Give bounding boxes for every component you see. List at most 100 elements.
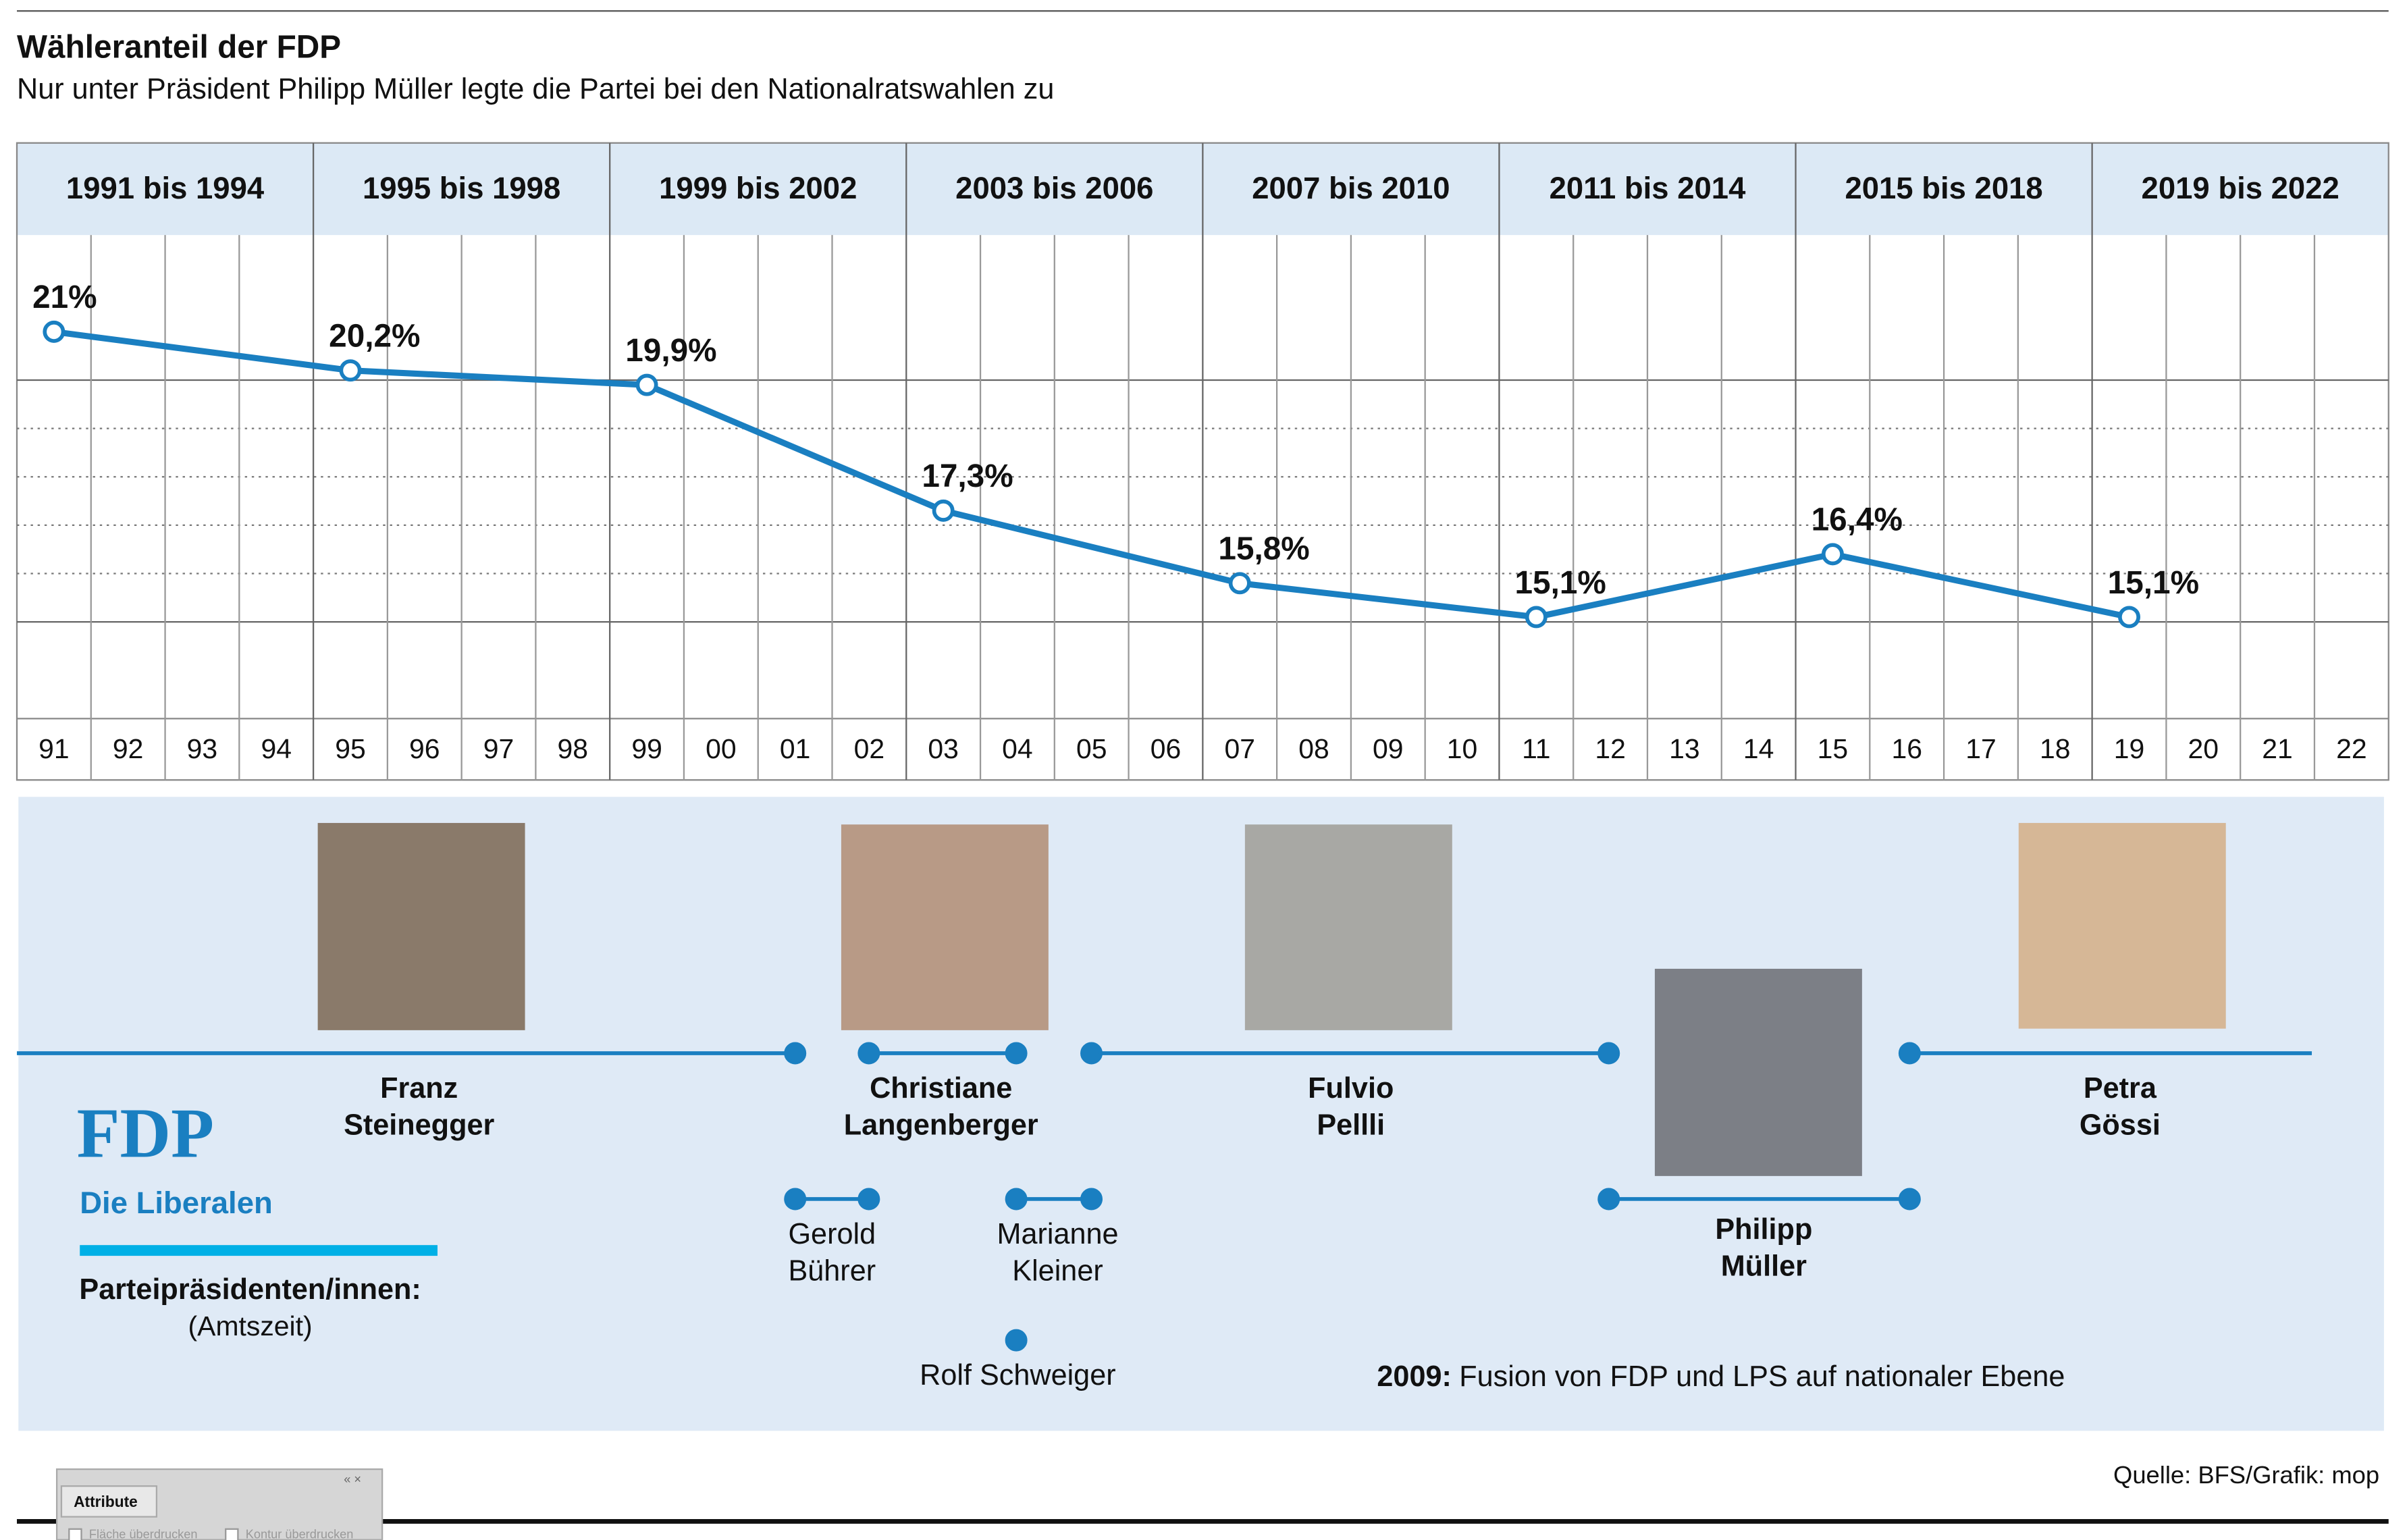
x-tick-label: 21 — [2262, 733, 2293, 764]
x-tick-label: 20 — [2188, 733, 2219, 764]
data-label: 19,9% — [625, 333, 716, 369]
overlay-tab-label[interactable]: Attribute — [74, 1493, 138, 1510]
x-tick-label: 19 — [2114, 733, 2145, 764]
series-line — [53, 328, 2130, 620]
checkbox[interactable] — [68, 1528, 82, 1540]
president-name: Philipp — [1715, 1213, 1812, 1246]
chart-title: Wähleranteil der FDP — [17, 30, 341, 65]
data-label: 15,8% — [1218, 531, 1309, 567]
data-point — [932, 499, 955, 522]
data-point — [1525, 606, 1548, 629]
president-name: Fulvio — [1308, 1072, 1394, 1105]
tenure-dot — [857, 1042, 880, 1065]
checkbox-label[interactable]: Fläche überdrucken — [89, 1528, 198, 1540]
x-tick-label: 96 — [409, 733, 440, 764]
president-name: Steinegger — [344, 1109, 494, 1142]
data-label: 16,4% — [1811, 502, 1903, 538]
x-tick-label: 10 — [1447, 733, 1478, 764]
overlay-controls[interactable]: « × — [344, 1472, 361, 1486]
photo — [317, 822, 525, 1030]
president-name: Gerold — [788, 1218, 876, 1250]
data-point — [635, 373, 658, 396]
data-point — [1821, 543, 1844, 566]
x-tick-label: 04 — [1002, 733, 1033, 764]
x-tick-label: 94 — [261, 733, 292, 764]
data-label: 15,1% — [1515, 565, 1606, 601]
x-tick-label: 16 — [1891, 733, 1922, 764]
data-label: 17,3% — [922, 458, 1013, 494]
x-tick-label: 99 — [631, 733, 662, 764]
photos — [317, 822, 2226, 1176]
x-tick-label: 07 — [1224, 733, 1255, 764]
logo-tagline: Die Liberalen — [80, 1186, 273, 1220]
source: Quelle: BFS/Grafik: mop — [2113, 1461, 2379, 1489]
note-text: Fusion von FDP und LPS auf nationaler Eb… — [1459, 1360, 2065, 1393]
president-name: Kleiner — [1012, 1255, 1103, 1287]
x-tick-label: 15 — [1818, 733, 1849, 764]
data-point — [339, 359, 362, 382]
chart-subtitle: Nur unter Präsident Philipp Müller legte… — [17, 73, 1054, 105]
data-point — [43, 320, 65, 343]
x-tick-label: 18 — [2040, 733, 2071, 764]
x-tick-label: 97 — [483, 733, 514, 764]
checkbox-label[interactable]: Kontur überdrucken — [246, 1528, 354, 1540]
president-name: Gössi — [2080, 1109, 2161, 1142]
photo — [2018, 822, 2226, 1029]
x-tick-label: 95 — [335, 733, 366, 764]
data-label: 20,2% — [329, 319, 420, 354]
x-tick-label: 05 — [1076, 733, 1107, 764]
x-tick-label: 08 — [1298, 733, 1329, 764]
period-label: 1991 bis 1994 — [66, 171, 265, 205]
overlay-panel: Attribute « × Fläche überdrucken Kontur … — [55, 1468, 383, 1540]
period-label: 1999 bis 2002 — [659, 171, 857, 205]
x-tick-label: 91 — [38, 733, 70, 764]
data-point — [1228, 572, 1251, 595]
x-tick-label: 22 — [2336, 733, 2367, 764]
president-name: Pellli — [1317, 1109, 1385, 1142]
tenure-dot — [1597, 1042, 1620, 1065]
legend-sub: (Amtszeit) — [188, 1310, 313, 1342]
president-name: Bührer — [788, 1255, 876, 1287]
data-label: 15,1% — [2108, 565, 2199, 601]
x-tick-label: 13 — [1669, 733, 1700, 764]
tenure-dot — [1005, 1329, 1028, 1352]
logo-bar — [80, 1245, 438, 1256]
checkbox[interactable] — [225, 1528, 239, 1540]
tenure-dot — [1005, 1188, 1028, 1211]
x-tick-label: 01 — [780, 733, 811, 764]
president-name: Petra — [2084, 1072, 2157, 1105]
x-tick-label: 00 — [706, 733, 737, 764]
president-name: Rolf Schweiger — [920, 1359, 1115, 1391]
photo — [1244, 824, 1452, 1030]
note-year: 2009: — [1377, 1360, 1451, 1393]
x-tick-label: 03 — [928, 733, 959, 764]
overlay-tab[interactable] — [60, 1485, 158, 1518]
x-tick-label: 09 — [1373, 733, 1404, 764]
x-tick-label: 12 — [1595, 733, 1626, 764]
president-name: Langenberger — [844, 1109, 1038, 1142]
period-label: 2019 bis 2022 — [2142, 171, 2339, 205]
president-name: Franz — [380, 1072, 458, 1105]
tenure-dot — [1898, 1188, 1921, 1211]
x-tick-label: 06 — [1150, 733, 1182, 764]
tenure-dot — [1898, 1042, 1921, 1065]
tenure-lines — [17, 1042, 2312, 1352]
x-tick-label: 14 — [1743, 733, 1774, 764]
period-label: 2015 bis 2018 — [1845, 171, 2042, 205]
period-label: 2003 bis 2006 — [955, 171, 1153, 205]
tenure-dot — [784, 1042, 807, 1065]
photo — [1654, 968, 1862, 1176]
data-label: 21% — [32, 280, 97, 315]
legend-heading: Parteipräsidenten/innen: — [79, 1273, 421, 1306]
x-tick-label: 98 — [558, 733, 589, 764]
period-label: 1995 bis 1998 — [363, 171, 560, 205]
x-tick-label: 92 — [113, 733, 144, 764]
president-name: Christiane — [870, 1072, 1012, 1105]
note: 2009: Fusion von FDP und LPS auf national… — [1377, 1360, 2065, 1393]
x-tick-label: 93 — [187, 733, 218, 764]
tenure-dot — [1597, 1188, 1620, 1211]
tenure-dot — [1005, 1042, 1028, 1065]
period-label: 2011 bis 2014 — [1550, 171, 1746, 205]
